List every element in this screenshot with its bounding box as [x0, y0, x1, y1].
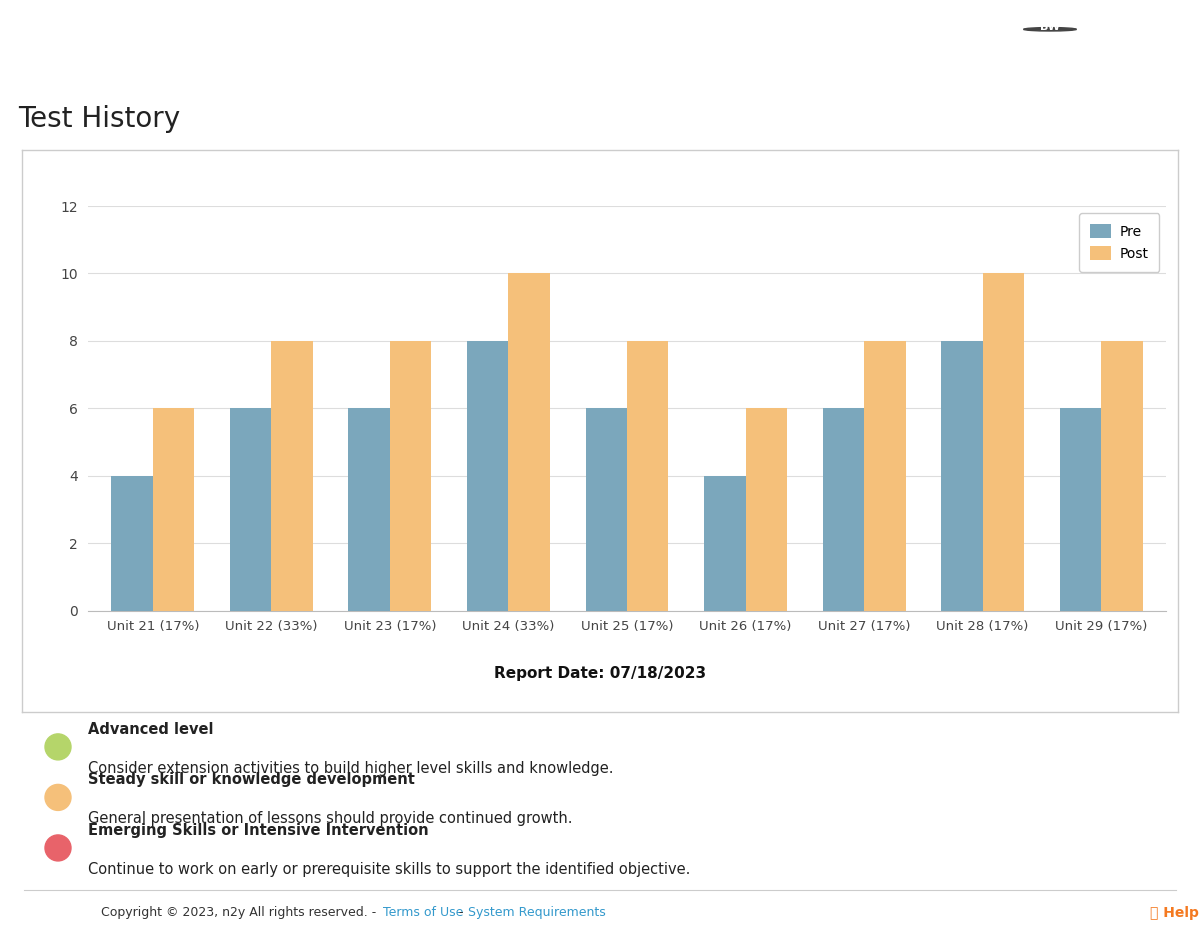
Text: Emerging Skills or Intensive Intervention: Emerging Skills or Intensive Interventio… [88, 822, 428, 838]
Bar [745, 408, 787, 611]
Text: Advanced level: Advanced level [88, 722, 214, 737]
Bar [626, 341, 668, 611]
Text: NOTIFICA...: NOTIFICA... [806, 54, 864, 62]
Text: 🔔: 🔔 [829, 15, 841, 34]
Bar [704, 476, 745, 611]
Text: BW: BW [1040, 22, 1060, 32]
Text: Continue to work on early or prerequisite skills to support the identified objec: Continue to work on early or prerequisit… [88, 862, 690, 877]
Text: ™: ™ [220, 24, 233, 38]
Bar [1060, 408, 1102, 611]
Text: DEMAND: DEMAND [958, 63, 1002, 72]
Text: Consider extension activities to build higher level skills and knowledge.: Consider extension activities to build h… [88, 760, 613, 776]
Bar [390, 341, 431, 611]
Text: WALLACE: WALLACE [1026, 63, 1074, 72]
Text: Test History: Test History [18, 104, 180, 133]
Text: unique: unique [125, 21, 244, 52]
Legend: Pre, Post: Pre, Post [1079, 213, 1159, 272]
Bar [467, 341, 509, 611]
Text: VISUAL: VISUAL [892, 54, 929, 62]
Bar [586, 408, 626, 611]
Circle shape [46, 784, 71, 810]
Bar [509, 274, 550, 611]
Bar [112, 476, 152, 611]
Bar [152, 408, 194, 611]
Text: BARBARA: BARBARA [1026, 54, 1074, 62]
Text: 📅: 📅 [904, 15, 916, 34]
Circle shape [46, 734, 71, 760]
Bar [230, 408, 271, 611]
Text: learning system: learning system [228, 27, 372, 46]
Text: Steady skill or knowledge development: Steady skill or knowledge development [88, 773, 415, 788]
Circle shape [46, 835, 71, 861]
Text: Report Date: 07/18/2023: Report Date: 07/18/2023 [494, 666, 706, 681]
Text: System Requirements: System Requirements [468, 906, 606, 919]
Text: ON: ON [972, 54, 988, 62]
Bar [1102, 341, 1142, 611]
Circle shape [1024, 27, 1076, 31]
Text: Copyright © 2023, n2y All rights reserved. -: Copyright © 2023, n2y All rights reserve… [101, 906, 380, 919]
Text: SCHEDULE: SCHEDULE [883, 63, 937, 72]
Bar [864, 341, 906, 611]
Bar [348, 408, 390, 611]
Bar [823, 408, 864, 611]
Text: Terms of Use: Terms of Use [383, 906, 463, 919]
Text: General presentation of lessons should provide continued growth.: General presentation of lessons should p… [88, 811, 572, 826]
Bar [983, 274, 1024, 611]
Text: 🗨 Help: 🗨 Help [1150, 906, 1199, 919]
Text: -: - [455, 906, 468, 919]
Bar [271, 341, 313, 611]
Bar [941, 341, 983, 611]
Text: ✳: ✳ [83, 23, 108, 51]
Text: MENU: MENU [20, 55, 52, 66]
Text: ❤: ❤ [972, 15, 988, 34]
